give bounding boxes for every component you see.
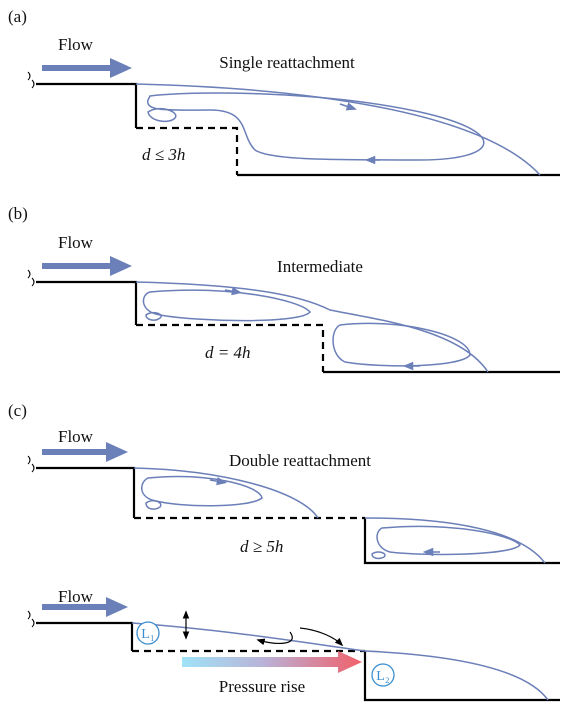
cavity	[136, 126, 239, 175]
break-symbol	[27, 269, 35, 287]
wall	[363, 518, 560, 565]
flow-label: Flow	[58, 427, 94, 446]
cavity	[136, 323, 325, 372]
break-symbol	[27, 610, 35, 628]
spacing-label: d = 4h	[205, 343, 250, 362]
flow-arrow-head	[110, 256, 132, 276]
bubble-label: L₁	[141, 627, 154, 642]
spacing-label: d ≤ 3h	[142, 145, 185, 164]
shear-layer	[364, 650, 549, 701]
regime-title: Single reattachment	[219, 53, 355, 72]
pressure-label: Pressure rise	[219, 677, 305, 696]
pressure-arrow	[182, 651, 362, 673]
panel-label: (b)	[8, 204, 28, 223]
bubble-marker	[136, 621, 160, 645]
flow-label: Flow	[58, 233, 94, 252]
shear-layer	[131, 622, 366, 652]
wall	[36, 82, 138, 128]
wall	[36, 280, 138, 325]
break-symbol	[27, 455, 35, 473]
wall	[36, 466, 136, 518]
flow-label: Flow	[58, 35, 94, 54]
flow-arrow-small	[299, 627, 344, 647]
streamlines	[135, 281, 489, 373]
wall	[363, 651, 560, 702]
bubble-label: L₂	[376, 669, 390, 684]
bubble-marker	[371, 663, 395, 687]
regime-title: Double reattachment	[229, 451, 371, 470]
panel-label: (c)	[8, 401, 27, 420]
flow-arrow-head	[106, 597, 128, 617]
regime-title: Intermediate	[277, 257, 363, 276]
flow-label: Flow	[58, 587, 94, 606]
flow-arrow-head	[110, 58, 132, 78]
break-symbol	[27, 71, 35, 89]
panel-label: (a)	[8, 7, 27, 26]
wall	[36, 621, 134, 651]
flow-arrow-small	[256, 631, 293, 646]
streamlines	[133, 467, 546, 564]
spacing-label: d ≥ 5h	[240, 537, 283, 556]
streamlines	[135, 83, 541, 176]
flow-arrow-head	[106, 442, 128, 462]
